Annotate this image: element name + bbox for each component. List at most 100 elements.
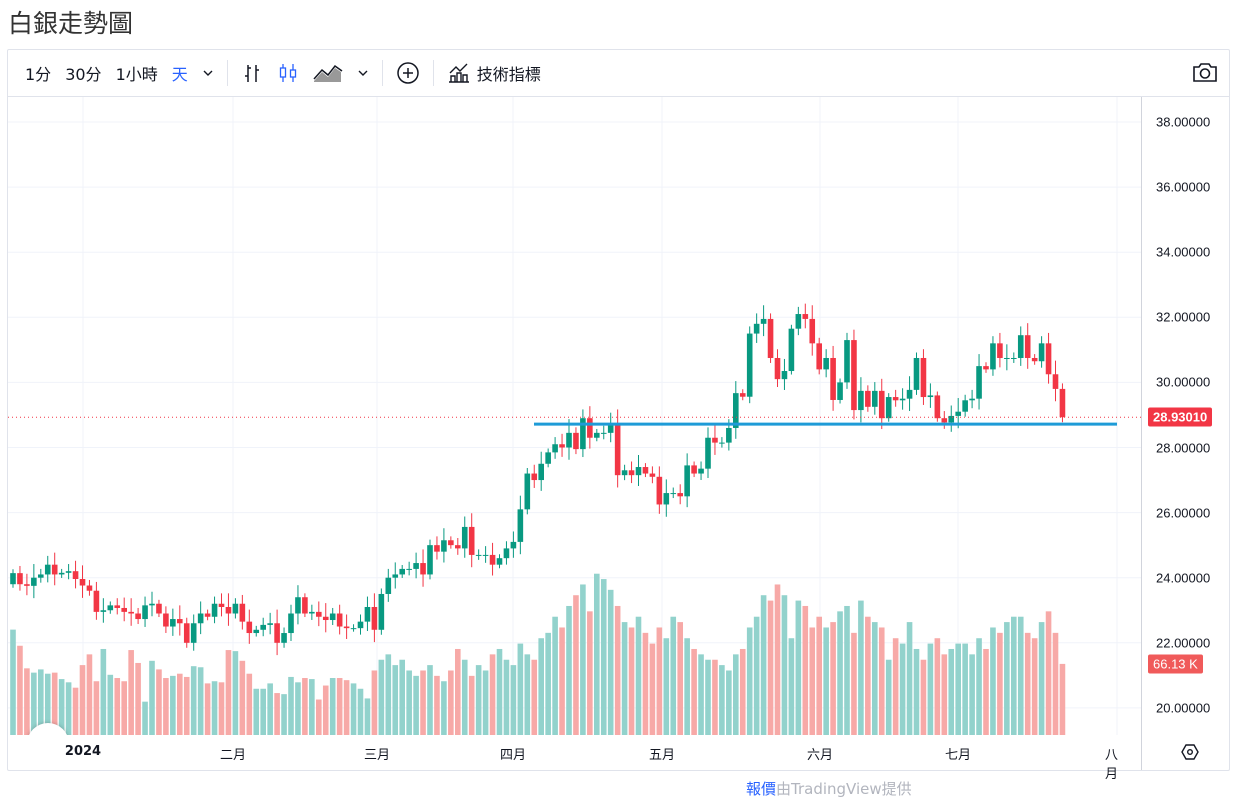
chart-type-dropdown-chevron-icon[interactable]	[350, 57, 376, 89]
volume-bar	[844, 605, 850, 735]
candle-body	[24, 584, 30, 586]
candle-body	[482, 554, 489, 556]
volume-bar	[489, 654, 496, 735]
volume-bar	[531, 659, 538, 735]
volume-bar	[288, 676, 294, 735]
volume-bar	[1024, 632, 1031, 735]
volume-bar	[566, 605, 572, 735]
volume-bar	[906, 622, 913, 735]
candle-body	[51, 564, 58, 575]
chart-plot-area[interactable]	[8, 97, 1141, 735]
volume-bar	[274, 693, 280, 735]
candle-body	[10, 573, 16, 585]
candle-body	[246, 621, 253, 634]
candle-body	[851, 340, 857, 411]
volume-bar	[941, 654, 948, 735]
time-axis[interactable]: 2024 二月 三月 四月 五月 六月 七月 八月	[8, 735, 1141, 782]
volume-bar	[65, 682, 72, 735]
candle-body	[441, 540, 447, 552]
interval-dropdown-chevron-icon[interactable]	[195, 57, 221, 89]
volume-bar	[760, 595, 767, 735]
candle-body	[642, 467, 649, 474]
volume-bar	[121, 681, 127, 735]
candle-body	[712, 437, 718, 443]
candle-body	[225, 606, 232, 614]
candle-body	[670, 493, 677, 495]
candle-body	[350, 628, 357, 630]
compare-add-symbol-icon[interactable]	[389, 57, 427, 89]
candle-body	[322, 616, 329, 621]
candle-body	[739, 393, 746, 397]
volume-bar	[24, 668, 30, 735]
area-chart-type-icon[interactable]	[306, 57, 350, 89]
volume-bar	[149, 660, 155, 735]
time-label: 五月	[648, 748, 676, 763]
volume-bar	[892, 638, 899, 735]
volume-bar	[983, 648, 989, 735]
time-label: 八月	[1105, 748, 1119, 782]
price-tick-label: 34.00000	[1156, 244, 1211, 260]
candle-body	[253, 629, 260, 634]
price-tick-label: 30.00000	[1156, 374, 1211, 390]
candle-body	[865, 390, 871, 407]
interval-30min-button[interactable]: 30分	[65, 65, 102, 84]
candle-body	[934, 395, 941, 419]
volume-bar	[197, 667, 204, 735]
candle-body	[587, 418, 593, 438]
volume-bar	[795, 600, 802, 735]
volume-bar	[580, 584, 586, 735]
volume-bar	[51, 672, 58, 735]
volume-bar	[100, 648, 107, 735]
volume-bar	[809, 627, 816, 735]
candle-body	[607, 423, 614, 433]
candle-body	[962, 400, 968, 412]
candle-body	[510, 541, 517, 549]
interval-1hour-button[interactable]: 1小時	[115, 65, 158, 84]
candle-body	[218, 603, 225, 607]
settings-gear-icon[interactable]	[1181, 743, 1199, 766]
volume-bar	[1052, 632, 1059, 735]
candle-body	[913, 357, 920, 390]
indicators-icon	[448, 63, 469, 83]
volume-bar	[691, 648, 697, 735]
volume-bar	[38, 669, 44, 735]
candle-body	[524, 473, 531, 510]
attribution: 報價由TradingView提供	[746, 778, 912, 799]
volume-bar	[538, 638, 544, 735]
volume-bar	[698, 654, 704, 735]
candle-body	[295, 597, 301, 614]
candle-body	[614, 423, 621, 476]
volume-bar	[684, 638, 690, 735]
interval-day-button[interactable]: 天	[171, 65, 188, 84]
volume-bar	[587, 611, 593, 735]
volume-bar	[719, 665, 725, 735]
volume-bar	[267, 683, 273, 735]
price-axis[interactable]: 38.00000 36.00000 34.00000 32.00000 30.00000…	[1141, 97, 1230, 770]
volume-bar	[621, 622, 628, 735]
candles-chart-type-icon[interactable]	[270, 57, 306, 89]
candle-body	[79, 579, 86, 586]
bars-chart-type-icon[interactable]	[234, 57, 270, 89]
candle-body	[573, 432, 579, 450]
volume-bar	[135, 662, 141, 735]
volume-bar	[802, 605, 809, 735]
price-tick-label: 32.00000	[1156, 309, 1211, 325]
indicators-button[interactable]: 技術指標	[440, 57, 548, 89]
candle-body	[197, 613, 204, 624]
screenshot-camera-icon[interactable]	[1191, 60, 1219, 88]
candle-body	[260, 624, 266, 630]
volume-bar	[837, 611, 843, 735]
candle-body	[420, 563, 426, 575]
candle-body	[538, 463, 544, 481]
quotes-link[interactable]: 報價	[746, 780, 777, 798]
candle-body	[149, 603, 155, 606]
candle-body	[406, 568, 412, 570]
candle-body	[677, 493, 683, 497]
volume-bar	[183, 676, 190, 735]
interval-1min-button[interactable]: 1分	[25, 65, 52, 84]
tradingview-logo[interactable]	[27, 723, 69, 735]
volume-bar	[239, 660, 246, 735]
candle-body	[1011, 357, 1017, 359]
candle-body	[17, 573, 23, 585]
volume-bar	[1011, 616, 1017, 735]
